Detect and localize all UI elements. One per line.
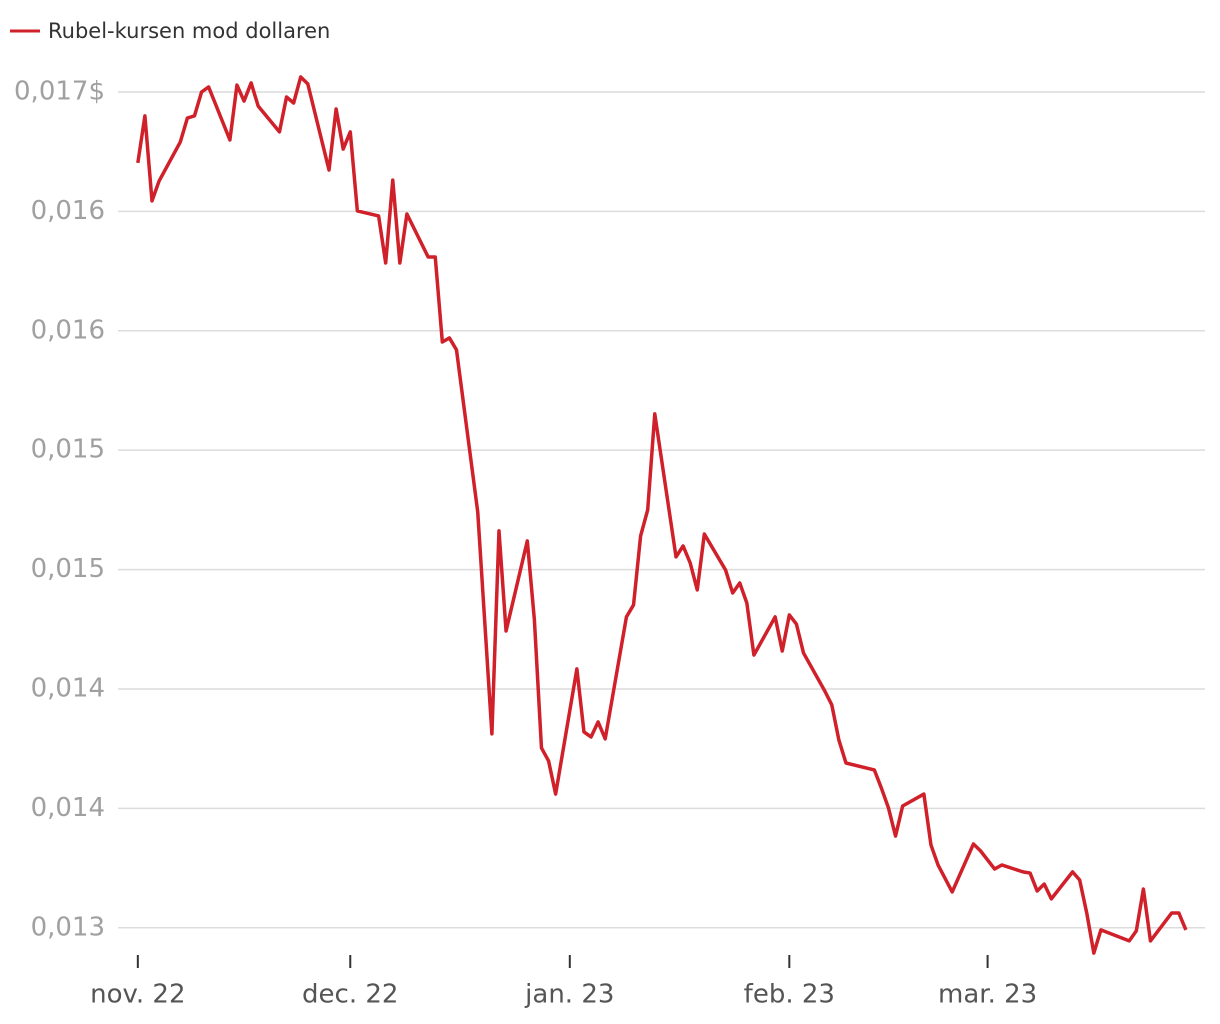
data-line (136, 75, 1188, 955)
x-tick-label: feb. 23 (744, 980, 835, 1010)
y-tick-label: 0,016 (31, 196, 105, 226)
legend: Rubel-kursen mod dollaren (10, 19, 330, 43)
x-tick-label: jan. 23 (524, 980, 614, 1010)
y-tick-label: 0,015 (31, 435, 105, 465)
y-tick-label: 0,013 (31, 912, 105, 942)
legend-label: Rubel-kursen mod dollaren (48, 19, 330, 43)
y-tick-label: 0,015 (31, 554, 105, 584)
x-tick-label: dec. 22 (302, 980, 398, 1010)
y-tick-label: 0,014 (31, 793, 105, 823)
y-tick-label: 0,016 (31, 315, 105, 345)
x-tick-label: mar. 23 (938, 980, 1037, 1010)
y-tick-label: 0,017$ (14, 76, 105, 106)
y-tick-label: 0,014 (31, 673, 105, 703)
x-tick-label: nov. 22 (90, 980, 185, 1010)
